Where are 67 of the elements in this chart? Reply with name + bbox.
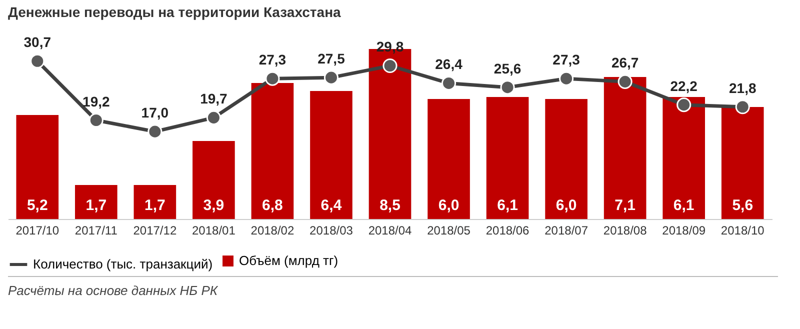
- data-label: 19,2: [82, 93, 110, 110]
- data-label: 6,8: [262, 197, 283, 214]
- point: [206, 110, 221, 125]
- x-tick-label: 2018/02: [250, 224, 294, 238]
- text: Расчёты на основе данных НБ РК: [8, 276, 778, 298]
- data-label: 17,0: [141, 104, 169, 121]
- data-label: 26,7: [611, 54, 639, 71]
- x-tick-label: 2018/01: [192, 224, 236, 238]
- data-label: 8,5: [380, 197, 400, 214]
- x-tick-label: 2017/11: [74, 224, 118, 238]
- x-tick-label: 2017/12: [133, 224, 177, 238]
- point: [735, 100, 750, 114]
- point: [88, 113, 104, 128]
- x-tick-label: 2018/07: [544, 224, 588, 238]
- point: [559, 71, 574, 86]
- data-label: 25,6: [494, 60, 522, 76]
- data-label: 22,2: [670, 78, 698, 94]
- bar: [545, 99, 588, 219]
- legend-label: Объём (млрд тг): [239, 253, 338, 268]
- data-label: 5,2: [26, 197, 48, 214]
- data-label: 21,8: [728, 80, 756, 96]
- bar: [192, 141, 235, 219]
- point: [618, 74, 632, 89]
- x-tick-label: 2017/10: [16, 224, 60, 238]
- data-label: 6,4: [320, 197, 342, 214]
- data-label: 5,6: [732, 197, 754, 214]
- data-label: 27,3: [552, 52, 580, 68]
- data-label: 19,7: [200, 90, 228, 107]
- x-tick-label: 2018/06: [486, 224, 530, 238]
- bar: [486, 97, 529, 219]
- point: [676, 98, 692, 112]
- bar: [662, 97, 706, 219]
- x-tick-label: 2018/10: [720, 224, 765, 238]
- data-label: 6,1: [497, 197, 518, 214]
- point: [148, 124, 162, 139]
- legend-label: Количество (тыс. транзакций): [33, 256, 213, 272]
- x-tick-label: 2018/09: [662, 224, 706, 238]
- data-label: 3,9: [203, 197, 224, 214]
- bar: [310, 91, 352, 219]
- data-label: 6,0: [556, 197, 577, 214]
- point: [382, 58, 398, 73]
- x-tick-label: 2018/04: [368, 224, 412, 238]
- point: [324, 70, 338, 85]
- chart-title: Денежные переводы на территории Казахстана: [8, 4, 342, 20]
- data-label: 26,4: [435, 56, 463, 72]
- data-label: 27,5: [318, 50, 346, 67]
- x-tick-label: 2018/03: [310, 224, 354, 238]
- point: [30, 54, 45, 68]
- bar: [721, 107, 764, 219]
- data-label: 6,0: [438, 197, 460, 214]
- data-label: 27,3: [258, 52, 286, 68]
- bar: [74, 185, 118, 219]
- x-tick-label: 2018/05: [427, 224, 471, 238]
- data-label: 7,1: [614, 197, 636, 214]
- point: [442, 76, 456, 90]
- point: [265, 71, 280, 86]
- bar: [604, 77, 646, 219]
- bar: [134, 185, 176, 219]
- bar: [251, 83, 294, 219]
- bar: [428, 99, 470, 219]
- data-label: 1,7: [86, 197, 107, 214]
- data-label: 6,1: [673, 197, 694, 214]
- x-tick-label: 2018/08: [603, 224, 648, 238]
- bar: [16, 115, 59, 219]
- data-label: 30,7: [24, 34, 52, 50]
- point: [500, 80, 515, 95]
- data-label: 1,7: [144, 197, 166, 214]
